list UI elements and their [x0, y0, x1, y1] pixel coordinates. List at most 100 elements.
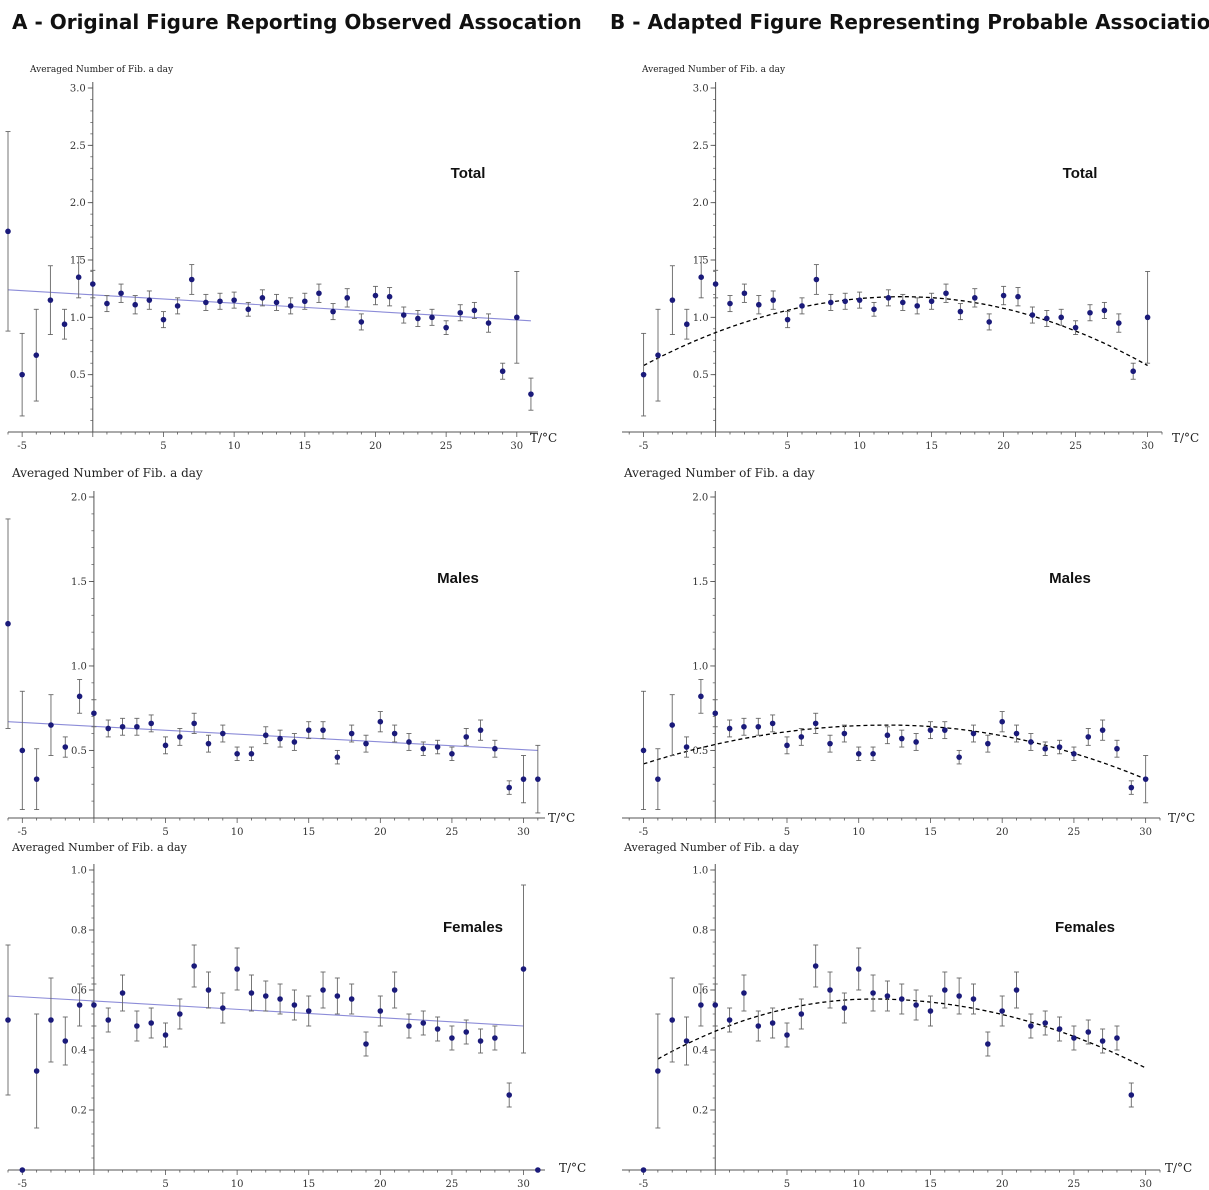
data-point — [1013, 730, 1020, 737]
data-point — [291, 1002, 298, 1008]
y-tick-label: 1.0 — [70, 313, 86, 324]
column-title-b: B - Adapted Figure Representing Probable… — [610, 10, 1209, 34]
y-tick-label: 2.5 — [70, 141, 86, 152]
x-tick-label: -5 — [17, 1179, 27, 1190]
data-point — [429, 314, 435, 321]
data-point — [520, 966, 527, 972]
data-point — [1116, 320, 1122, 326]
y-tick-label: 1.0 — [692, 661, 708, 672]
data-point — [492, 1035, 498, 1041]
x-tick-label: 20 — [997, 441, 1010, 452]
data-point — [19, 371, 25, 378]
data-point — [463, 734, 470, 740]
data-point — [913, 739, 919, 745]
data-point — [684, 321, 690, 328]
data-point — [770, 297, 776, 303]
x-tick-label: 20 — [374, 827, 387, 838]
data-point — [160, 316, 167, 323]
data-point — [305, 1008, 312, 1014]
data-point — [1114, 745, 1120, 752]
data-point — [391, 987, 398, 993]
y-tick-label: 2.0 — [70, 198, 86, 209]
x-axis-label: T/°C — [1172, 431, 1199, 445]
data-point — [928, 298, 935, 305]
data-point — [291, 739, 298, 745]
data-point — [957, 308, 964, 315]
x-tick-label: 10 — [231, 827, 244, 838]
data-point — [972, 295, 978, 301]
y-axis-label: Averaged Number of Fib. a day — [623, 841, 800, 854]
y-tick-label: 0.5 — [70, 370, 86, 381]
data-point — [406, 1023, 412, 1029]
data-point — [134, 1023, 140, 1029]
data-point — [712, 710, 719, 717]
x-tick-label: -5 — [17, 441, 27, 452]
x-axis-label: T/°C — [530, 431, 557, 445]
x-tick-label: 25 — [446, 1179, 459, 1190]
data-point — [259, 295, 266, 301]
y-tick-label: 2.5 — [693, 141, 709, 152]
data-point — [769, 720, 776, 727]
data-point — [363, 1041, 369, 1047]
data-point — [5, 228, 11, 235]
x-tick-label: 5 — [784, 827, 790, 838]
data-point — [47, 297, 54, 303]
x-tick-label: 20 — [369, 441, 382, 452]
data-point — [105, 1017, 112, 1023]
data-point — [118, 290, 124, 297]
data-point — [415, 315, 421, 322]
chart-panel-B-males: -5 5 10 15 20 25 30 0.5 1.0 1.5 2.0 Averaged Number… — [622, 466, 1195, 838]
x-tick-label: 20 — [996, 827, 1009, 838]
panel-title: Females — [443, 919, 503, 936]
x-tick-label: 25 — [446, 827, 459, 838]
data-point — [769, 1020, 776, 1026]
data-point — [942, 727, 948, 733]
data-point — [698, 1002, 704, 1008]
y-tick-label: 0.6 — [71, 986, 87, 997]
data-point — [372, 292, 379, 299]
data-point — [162, 742, 169, 749]
data-point — [234, 751, 240, 757]
data-point — [669, 297, 676, 303]
data-point — [927, 727, 934, 733]
data-point — [1114, 1035, 1120, 1041]
x-tick-label: 10 — [228, 441, 241, 452]
y-tick-label: 2.0 — [693, 198, 709, 209]
x-tick-label: 30 — [1139, 1179, 1152, 1190]
data-point — [1042, 1020, 1049, 1026]
data-point — [248, 990, 255, 996]
data-point — [48, 1017, 54, 1023]
data-point — [884, 993, 891, 999]
data-point — [386, 293, 393, 300]
data-point — [1071, 751, 1077, 757]
data-point — [191, 720, 197, 727]
data-point — [302, 298, 308, 305]
data-point — [76, 1002, 83, 1008]
y-tick-label: 0.8 — [692, 926, 708, 937]
data-point — [756, 301, 762, 308]
data-point — [884, 732, 891, 739]
data-point — [712, 1002, 719, 1008]
data-point — [449, 751, 455, 757]
data-point — [1128, 784, 1135, 791]
data-point — [471, 307, 478, 314]
x-tick-label: 25 — [1069, 441, 1082, 452]
data-point — [535, 776, 541, 782]
data-point — [205, 740, 212, 747]
data-point — [970, 996, 977, 1002]
data-point — [1085, 734, 1092, 740]
data-point — [669, 722, 676, 728]
data-point — [119, 990, 126, 996]
data-point — [91, 1002, 97, 1008]
data-point — [784, 1032, 790, 1038]
data-point — [19, 747, 26, 754]
data-point — [1028, 739, 1034, 745]
data-point — [334, 993, 341, 999]
data-point — [391, 730, 398, 737]
data-point — [943, 290, 949, 297]
data-point — [942, 987, 948, 993]
data-point — [1087, 309, 1093, 316]
x-tick-label: 5 — [162, 827, 168, 838]
y-axis-label: Averaged Number of Fib. a day — [641, 65, 786, 75]
data-point — [320, 987, 326, 993]
